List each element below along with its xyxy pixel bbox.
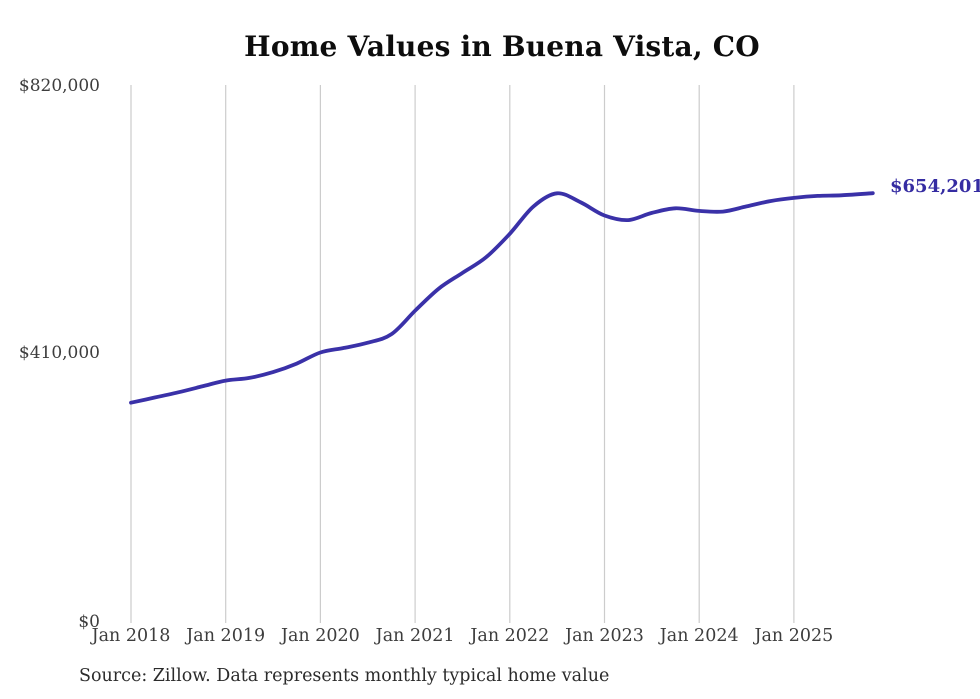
x-axis-tick-label: Jan 2018 (91, 626, 171, 646)
x-axis-tick-label: Jan 2020 (280, 626, 360, 646)
x-axis-tick-label: Jan 2021 (375, 626, 455, 646)
chart-title: Home Values in Buena Vista, CO (244, 30, 760, 63)
source-note: Source: Zillow. Data represents monthly … (79, 666, 610, 686)
latest-value-label: $654,201 (890, 176, 980, 197)
x-axis-tick-label: Jan 2023 (565, 626, 644, 646)
y-axis-tick-label: $410,000 (18, 343, 100, 363)
y-axis-tick-label: $0 (78, 612, 100, 632)
x-axis-tick-label: Jan 2022 (470, 626, 550, 646)
home-value-line (129, 191, 875, 405)
x-axis-tick-label: Jan 2025 (754, 626, 834, 646)
x-axis-tick-label: Jan 2024 (659, 626, 739, 646)
y-axis-tick-label: $820,000 (18, 76, 100, 96)
x-axis-tick-label: Jan 2019 (186, 626, 266, 646)
